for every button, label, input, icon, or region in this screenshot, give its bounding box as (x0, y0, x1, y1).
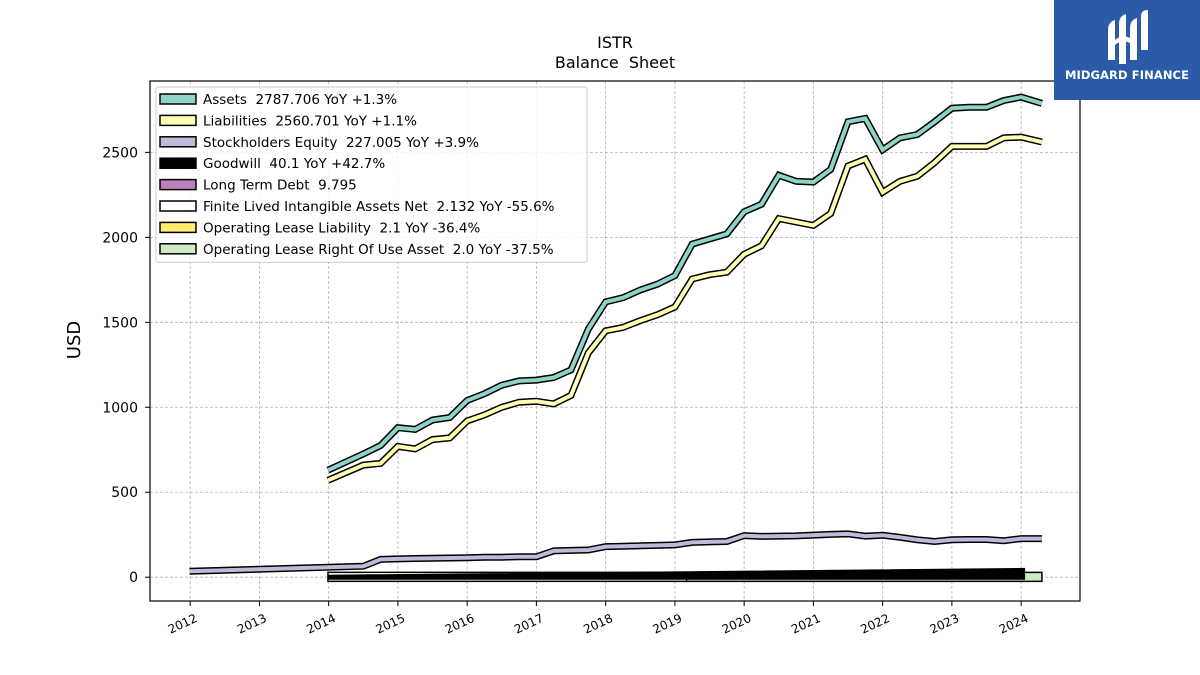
logo-mark-icon (1108, 10, 1148, 64)
legend-entry: Stockholders Equity 227.005 YoY +3.9% (203, 135, 479, 151)
legend: Assets 2787.706 YoY +1.3% Liabilities 256… (155, 86, 588, 263)
x-tick-label: 2016 (443, 611, 477, 637)
y-tick-label: 0 (129, 570, 138, 586)
x-tick-label: 2013 (235, 611, 269, 637)
logo-text: MIDGARD FINANCE (1064, 68, 1190, 82)
series-line (327, 95, 1043, 473)
chart-title: ISTR (597, 33, 633, 52)
x-tick-label: 2023 (928, 611, 962, 637)
legend-entry: Long Term Debt 9.795 (203, 178, 357, 194)
series-line (327, 135, 1043, 483)
series-line (189, 531, 1042, 574)
series-goodwill (327, 567, 1026, 580)
x-tick-label: 2015 (374, 611, 408, 637)
legend-box (155, 86, 588, 263)
x-tick-label: 2020 (720, 611, 754, 637)
legend-swatch (159, 243, 197, 255)
y-tick-label: 2500 (102, 145, 138, 161)
x-tick-label: 2021 (789, 611, 823, 637)
plot-frame (149, 80, 1081, 602)
legend-swatch (159, 157, 197, 169)
legend-entry: Liabilities 2560.701 YoY +1.1% (203, 113, 417, 129)
x-tick-label: 2022 (858, 611, 892, 637)
legend-swatch (159, 200, 197, 212)
y-tick-label: 2000 (102, 230, 138, 246)
x-tick-label: 2012 (166, 611, 200, 637)
legend-entry: Operating Lease Right Of Use Asset 2.0 Y… (203, 242, 554, 258)
x-tick-label: 2017 (512, 611, 546, 637)
x-tick-label: 2018 (581, 611, 615, 637)
legend-swatch (159, 221, 197, 234)
chart-subtitle: Balance Sheet (555, 53, 675, 72)
y-axis-label: USD (64, 321, 85, 359)
y-tick-label: 1000 (102, 400, 138, 416)
legend-entry: Assets 2787.706 YoY +1.3% (203, 92, 397, 108)
legend-swatch (159, 93, 197, 105)
x-tick-label: 2019 (651, 611, 685, 637)
logo: MIDGARD FINANCE (1054, 0, 1200, 100)
y-tick-label: 1500 (102, 315, 138, 331)
legend-entry: Finite Lived Intangible Assets Net 2.132… (203, 199, 555, 215)
y-tick-label: 500 (111, 485, 138, 501)
x-tick-label: 2024 (997, 611, 1031, 637)
x-tick-label: 2014 (304, 611, 338, 637)
legend-entry: Operating Lease Liability 2.1 YoY -36.4% (203, 220, 480, 236)
legend-swatch (159, 136, 197, 148)
legend-entry: Goodwill 40.1 YoY +42.7% (203, 156, 385, 172)
series-layer (189, 93, 1043, 583)
legend-swatch (159, 178, 197, 191)
legend-swatch (159, 114, 197, 127)
